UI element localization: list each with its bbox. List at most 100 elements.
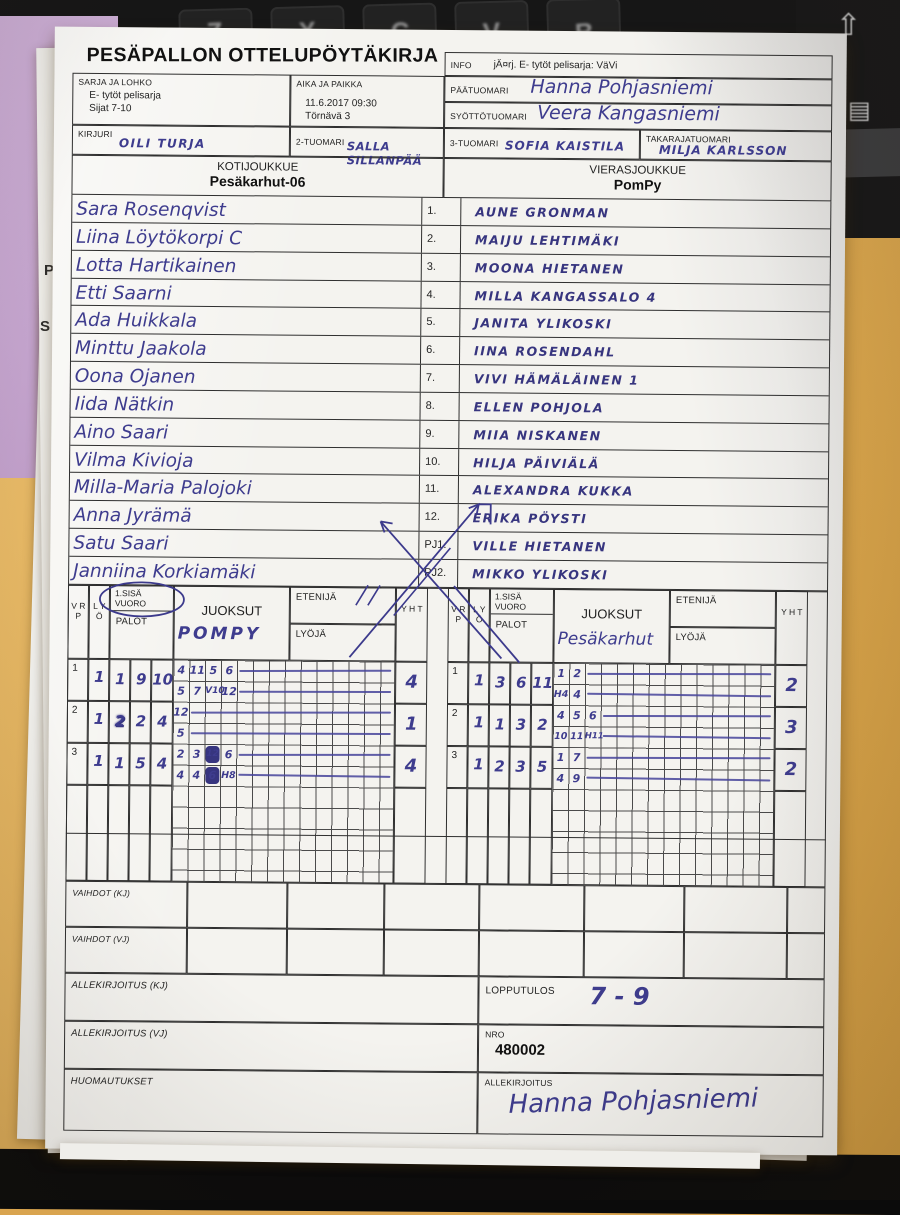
run-cell: 11 <box>570 731 584 743</box>
home-player-name: Vilma Kivioja <box>74 449 194 472</box>
juoksut-grid: 1 2 H4 4 <box>553 662 776 707</box>
col-vrp: V R P <box>71 600 86 621</box>
menu-key-icon: ▤ <box>848 97 871 124</box>
roster-number: 7. <box>419 364 460 393</box>
run-cell: 4 <box>573 688 581 702</box>
away-player-name: IINA ROSENDAHL <box>474 343 616 360</box>
roster-number: 9. <box>419 420 460 448</box>
away-player-name: MIKKO YLIKOSKI <box>472 566 609 583</box>
inning-number: 3 <box>71 746 78 758</box>
right-grid-team: Pesäkarhut <box>557 628 654 650</box>
form-number-value: 480002 <box>494 1041 546 1059</box>
roster-number: 1. <box>421 197 462 225</box>
home-player-name: Satu Saari <box>73 532 169 555</box>
lyo-value: 1 <box>473 755 484 774</box>
yht-value: 4 <box>404 755 418 777</box>
home-player-name: Aino Saari <box>74 421 169 444</box>
palot-value: 2 <box>135 712 147 731</box>
pitch-referee-value: Veera Kangasniemi <box>537 101 720 126</box>
left-grid-team: POMPY <box>177 623 262 645</box>
run-cell: 4 <box>556 771 565 786</box>
lyo-value: 1 <box>473 671 485 690</box>
col-juoksut: JUOKSUT <box>201 602 263 619</box>
home-player-name: Janniina Korkiamäki <box>73 560 256 584</box>
run-cell: 6 <box>224 748 233 762</box>
final-score-label: LOPPUTULOS <box>485 985 555 997</box>
away-player-name: HILJA PÄIVIÄLÄ <box>473 454 600 471</box>
away-player-name: MOONA HIETANEN <box>474 259 625 277</box>
series-line1: E- tytöt pelisarja <box>89 89 162 102</box>
substitutions-kj-label: VAIHDOT (KJ) <box>72 887 131 899</box>
run-cell: 7 <box>572 751 581 765</box>
home-player-name: Oona Ojanen <box>74 365 196 388</box>
scorer-value: OILI TURJA <box>118 136 206 151</box>
run-cell: 4 <box>176 768 185 782</box>
roster-number: 6. <box>419 336 461 365</box>
away-team-name: PomPy <box>613 176 662 193</box>
col-lyoja: LYÖJÄ <box>295 628 327 640</box>
inning-number: 1 <box>452 666 458 678</box>
series-label: SARJA JA LOHKO <box>78 76 153 88</box>
col-palot: PALOT <box>115 616 148 628</box>
palot-value: 2 <box>537 715 548 734</box>
time-place-line2: Törnävä 3 <box>305 110 351 123</box>
referee3-label: 3-TUOMARI <box>449 138 499 149</box>
roster-number: 5. <box>420 309 461 337</box>
palot-value: 10 <box>152 670 174 689</box>
palot-value: 6 <box>515 673 527 692</box>
run-cell: 3 <box>192 747 201 761</box>
run-cell: 1 <box>557 666 566 681</box>
col-lyo: L Y Ö <box>93 600 106 621</box>
lyo-value: 1 <box>93 709 105 729</box>
roster-table: Sara Rosenqvist 1. AUNE GRONMAN Liina Löyt… <box>68 194 832 592</box>
col-lyo: L Y Ö <box>473 604 486 624</box>
run-cell: 5 <box>573 709 581 723</box>
run-cell: 11 <box>189 663 206 677</box>
under-sheet-letter-p: P <box>44 262 55 279</box>
yht-value: 1 <box>404 713 418 735</box>
run-cell: 7 <box>193 684 201 698</box>
substitutions-vj-label: VAIHDOT (VJ) <box>71 933 130 945</box>
home-team-name: Pesäkarhut-06 <box>209 172 306 190</box>
referee2-label: 2-TUOMARI <box>295 136 345 148</box>
juoksut-grid: 4 5 6 10 11 H11 <box>552 704 776 749</box>
form-number-label: NRO <box>485 1029 505 1040</box>
run-cell: 4 <box>177 663 186 677</box>
run-cell: 5 <box>176 726 185 740</box>
palot-value: 1 <box>114 754 125 773</box>
head-referee-label: PÄÄTUOMARI <box>450 85 509 96</box>
run-cell: 1 <box>556 750 565 765</box>
yht-value: 4 <box>405 671 419 693</box>
juoksut-grid: 2 3 12 6 4 4 6 H8 <box>172 743 395 788</box>
referee3-value: SOFIA KAISTILA <box>504 138 626 154</box>
run-cell: 6 <box>225 664 234 678</box>
away-player-name: MAIJU LEHTIMÄKI <box>475 232 621 249</box>
home-player-name: Milla-Maria Palojoki <box>73 477 252 500</box>
home-player-name: Minttu Jaakola <box>75 337 207 361</box>
col-yht: Y H T <box>401 603 423 614</box>
run-cell: 5 <box>177 684 186 698</box>
away-player-name: VIVI HÄMÄLÄINEN 1 <box>473 371 640 388</box>
pitch-referee-label: SYÖTTÖTUOMARI <box>450 111 527 122</box>
inning-number: 2 <box>451 708 458 720</box>
run-cell: 10 <box>554 730 568 743</box>
info-label: INFO <box>450 60 472 71</box>
roster-number: 11. <box>418 476 459 504</box>
lyo-value: 1 <box>473 713 485 732</box>
roster-number: 10. <box>419 448 460 476</box>
scoresheet-paper: PESÄPALLON OTTELUPÖYTÄKIRJA INFO jÄ¤rj. … <box>45 26 847 1156</box>
palot-value: 3 <box>515 715 527 734</box>
run-cell: 6 <box>589 709 597 723</box>
run-cell: 2 <box>176 747 185 761</box>
roster-number: 12. <box>418 504 459 532</box>
col-juoksut: JUOKSUT <box>581 606 643 622</box>
run-cell: H4 <box>553 688 569 701</box>
palot-value: 1 <box>494 715 506 734</box>
roster-number: 2. <box>420 225 462 253</box>
juoksut-grid: 12 5 <box>172 701 396 746</box>
col-yht: Y H T <box>781 606 803 618</box>
under-sheet-letter-s: S <box>40 318 51 335</box>
run-cell: H11 <box>584 731 604 742</box>
home-player-name: Ada Huikkala <box>75 310 198 333</box>
run-cell: 4 <box>192 768 201 782</box>
